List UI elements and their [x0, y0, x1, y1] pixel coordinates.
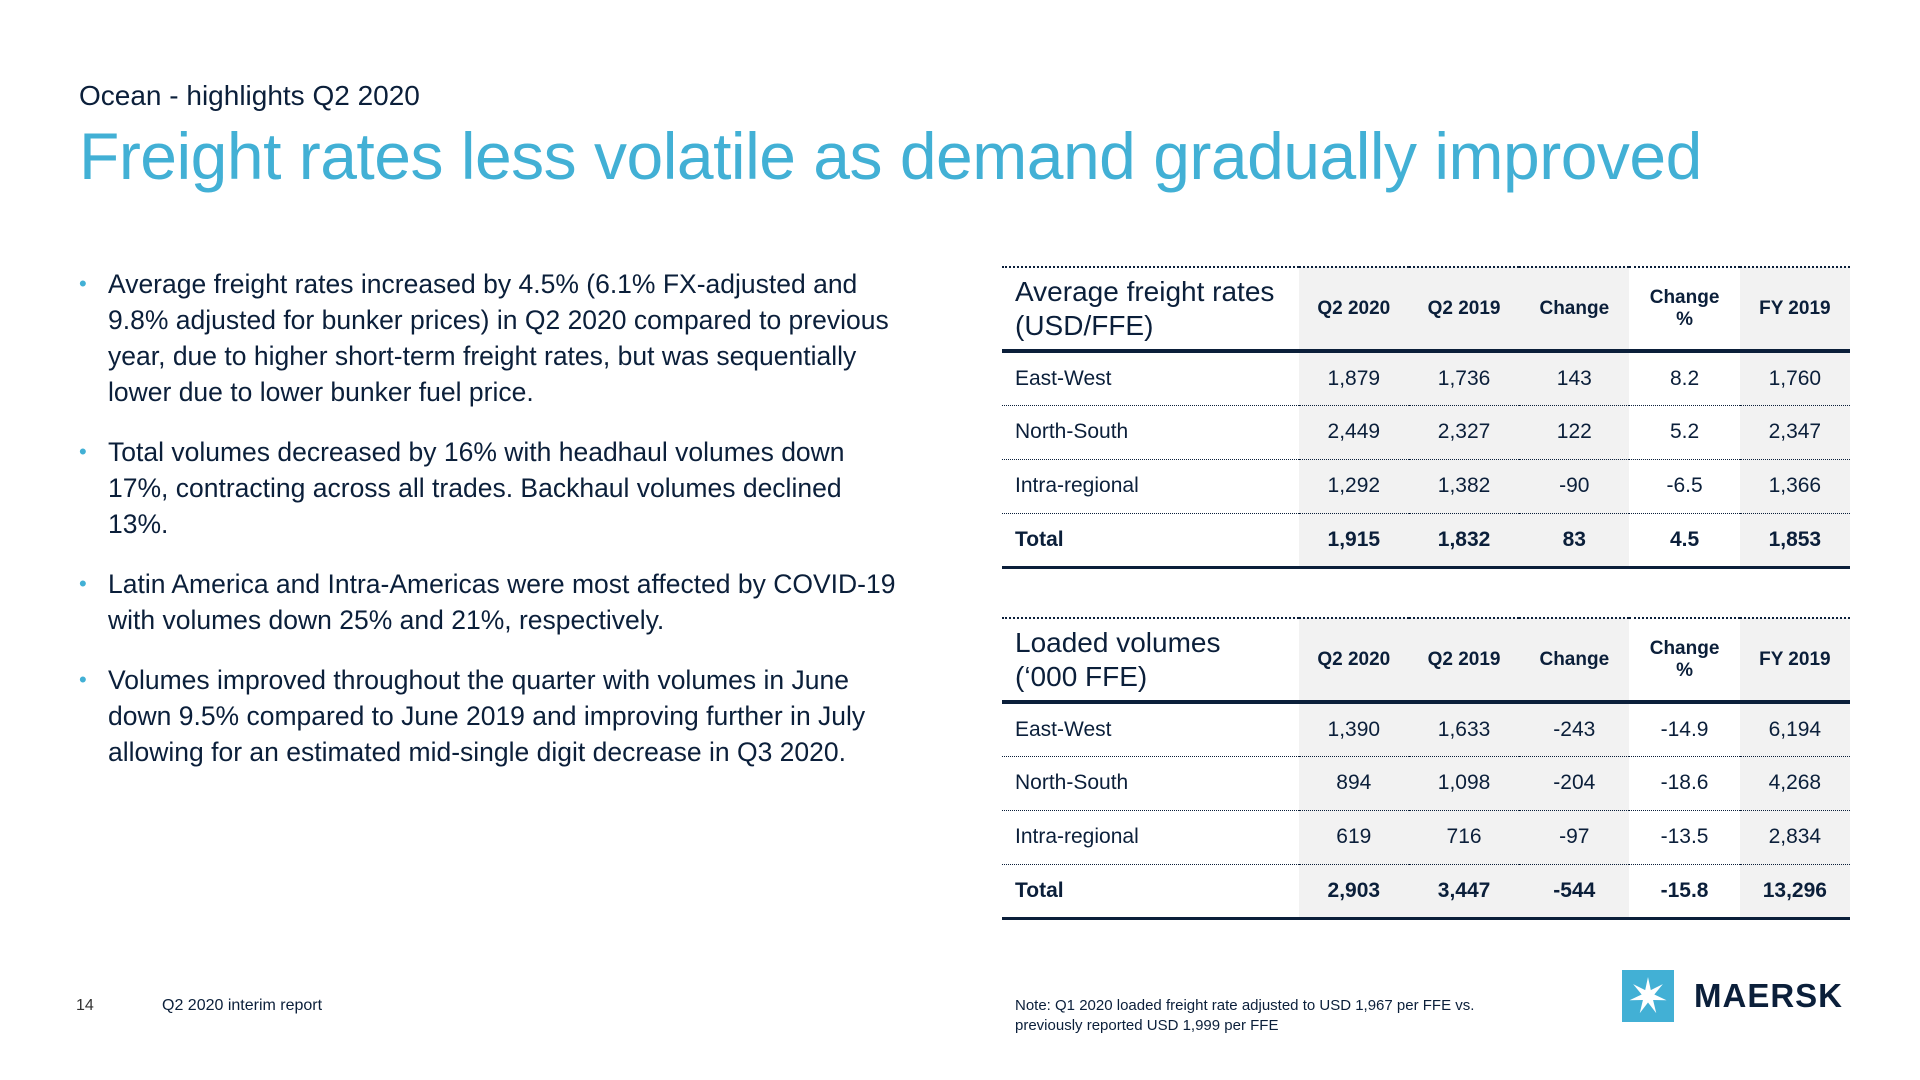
row-label: East-West: [1015, 717, 1112, 741]
cell: 5.2: [1669, 420, 1700, 443]
table-row: Intra-regional 1,292 1,382 -90 -6.5 1,36…: [1002, 459, 1850, 513]
logo-wordmark: MAERSK: [1694, 977, 1844, 1014]
freight-rates-table: Average freight rates (USD/FFE) Q2 2020 Q…: [1002, 266, 1850, 569]
bullet-item: • Latin America and Intra-Americas were m…: [79, 566, 909, 638]
bullet-item: • Total volumes decreased by 16% with hea…: [79, 434, 909, 542]
row-label: Intra-regional: [1015, 825, 1139, 848]
report-name: Q2 2020 interim report: [162, 997, 323, 1014]
cell: 3,447: [1408, 864, 1520, 918]
cell: -204: [1519, 756, 1630, 810]
table-row: Intra-regional 619 716 -97 -13.5 2,834: [1002, 810, 1850, 864]
bullet-dot-icon: •: [79, 439, 87, 464]
cell: -18.6: [1660, 771, 1709, 794]
row-label: East-West: [1015, 366, 1112, 390]
loaded-volumes-table: Loaded volumes (‘000 FFE) Q2 2020 Q2 2019…: [1002, 617, 1850, 920]
bullet-dot-icon: •: [79, 271, 87, 296]
cell: 1,915: [1298, 513, 1409, 567]
table-row: East-West 1,390 1,633 -243 -14.9 6,194: [1002, 702, 1850, 756]
slide-title: Freight rates less volatile as demand gr…: [79, 119, 1702, 193]
cell: 83: [1519, 513, 1630, 567]
cell: 1,292: [1298, 459, 1409, 513]
cell: 1,366: [1739, 459, 1850, 513]
cell: 2,347: [1739, 405, 1850, 459]
table-total-row: Total 1,915 1,832 83 4.5 1,853: [1002, 513, 1850, 567]
cell: 894: [1298, 756, 1409, 810]
cell: 716: [1408, 810, 1520, 864]
cell: 1,853: [1739, 513, 1850, 567]
cell: 1,390: [1298, 702, 1409, 756]
col-header-change: Change: [1519, 267, 1630, 351]
col-header-change-pct: Change%: [1649, 286, 1720, 330]
table-row: East-West 1,879 1,736 143 8.2 1,760: [1002, 351, 1850, 405]
bullet-dot-icon: •: [79, 667, 87, 692]
seven-pointed-star-icon: [1622, 970, 1674, 1022]
col-header-q2-2020: Q2 2020: [1298, 267, 1409, 351]
cell: 1,736: [1408, 351, 1520, 405]
bullet-item: • Volumes improved throughout the quarter…: [79, 662, 909, 770]
table-title: Average freight rates (USD/FFE): [1015, 275, 1275, 341]
table-header-row: Average freight rates (USD/FFE) Q2 2020 Q…: [1002, 267, 1850, 351]
cell: -97: [1519, 810, 1630, 864]
table-title: Loaded volumes (‘000 FFE): [1015, 626, 1221, 692]
col-header-q2-2019: Q2 2019: [1408, 267, 1520, 351]
cell: -6.5: [1666, 474, 1703, 497]
slide-subtitle: Ocean - highlights Q2 2020: [79, 80, 420, 111]
bullet-text: Latin America and Intra-Americas were mo…: [108, 569, 896, 635]
bullet-item: • Average freight rates increased by 4.5%…: [79, 266, 909, 410]
cell: -13.5: [1660, 825, 1709, 848]
cell: 1,760: [1739, 351, 1850, 405]
cell: -90: [1519, 459, 1630, 513]
cell: 1,098: [1408, 756, 1520, 810]
col-header-q2-2020: Q2 2020: [1298, 618, 1409, 702]
cell: -14.9: [1660, 717, 1709, 741]
cell: 2,327: [1408, 405, 1520, 459]
cell: -15.8: [1660, 878, 1709, 902]
col-header-fy-2019: FY 2019: [1739, 267, 1850, 351]
maersk-logo: MAERSK: [1622, 970, 1843, 1022]
table-row: North-South 2,449 2,327 122 5.2 2,347: [1002, 405, 1850, 459]
table-header-row: Loaded volumes (‘000 FFE) Q2 2020 Q2 2019…: [1002, 618, 1850, 702]
cell: 1,382: [1408, 459, 1520, 513]
bullet-text: Volumes improved throughout the quarter …: [108, 665, 866, 767]
row-label: Total: [1015, 878, 1064, 902]
cell: -243: [1519, 702, 1630, 756]
bullet-dot-icon: •: [79, 571, 87, 596]
col-header-fy-2019: FY 2019: [1739, 618, 1850, 702]
cell: 122: [1519, 405, 1630, 459]
cell: 1,633: [1408, 702, 1520, 756]
page-number: 14: [76, 997, 94, 1014]
bullet-text: Average freight rates increased by 4.5% …: [108, 269, 889, 407]
row-label: North-South: [1015, 420, 1129, 443]
cell: 2,834: [1739, 810, 1850, 864]
col-header-change: Change: [1519, 618, 1630, 702]
cell: 13,296: [1739, 864, 1850, 918]
row-label: Intra-regional: [1015, 474, 1139, 497]
cell: 1,879: [1298, 351, 1409, 405]
row-label: North-South: [1015, 771, 1129, 794]
footnote: Note: Q1 2020 loaded freight rate adjust…: [1015, 997, 1475, 1034]
cell: 1,832: [1408, 513, 1520, 567]
table-row: North-South 894 1,098 -204 -18.6 4,268: [1002, 756, 1850, 810]
cell: 2,903: [1298, 864, 1409, 918]
cell: 4,268: [1739, 756, 1850, 810]
cell: 619: [1298, 810, 1409, 864]
col-header-q2-2019: Q2 2019: [1408, 618, 1520, 702]
cell: 8.2: [1669, 366, 1700, 390]
cell: 4.5: [1669, 527, 1700, 551]
table-total-row: Total 2,903 3,447 -544 -15.8 13,296: [1002, 864, 1850, 918]
cell: 2,449: [1298, 405, 1409, 459]
row-label: Total: [1015, 527, 1064, 551]
cell: -544: [1519, 864, 1630, 918]
cell: 143: [1519, 351, 1630, 405]
bullet-list: • Average freight rates increased by 4.5%…: [79, 266, 909, 794]
cell: 6,194: [1739, 702, 1850, 756]
bullet-text: Total volumes decreased by 16% with head…: [108, 437, 845, 539]
col-header-change-pct: Change%: [1649, 637, 1720, 681]
